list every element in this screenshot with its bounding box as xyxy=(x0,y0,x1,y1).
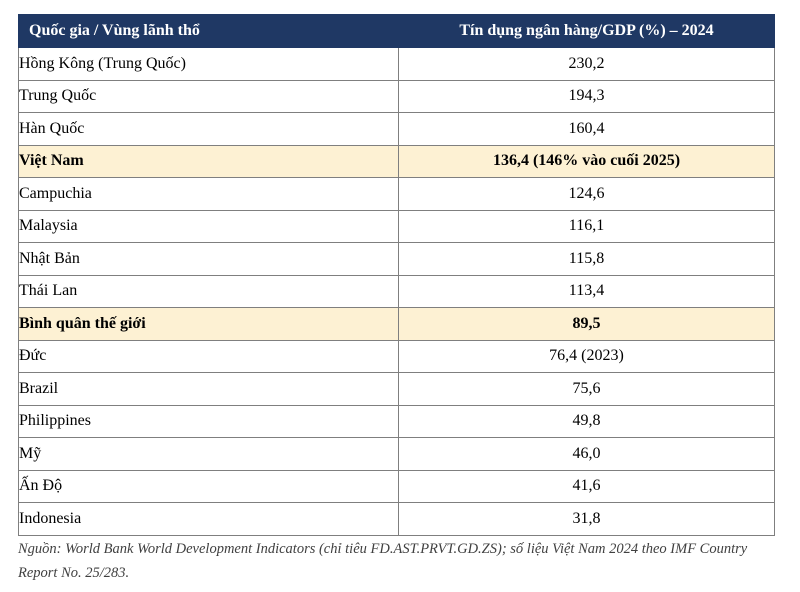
table-row: Mỹ 46,0 xyxy=(18,437,775,471)
table-row: Đức 76,4 (2023) xyxy=(18,339,775,373)
row-value: 49,8 xyxy=(398,404,775,438)
row-country: Brazil xyxy=(18,372,399,406)
row-country: Việt Nam xyxy=(18,144,399,178)
table-header-row: Quốc gia / Vùng lãnh thổ Tín dụng ngân h… xyxy=(18,14,775,48)
row-country: Philippines xyxy=(18,404,399,438)
row-value: 194,3 xyxy=(398,79,775,113)
row-value: 89,5 xyxy=(398,307,775,341)
table-header: Quốc gia / Vùng lãnh thổ Tín dụng ngân h… xyxy=(18,14,775,48)
table-row-highlighted: Việt Nam 136,4 (146% vào cuối 2025) xyxy=(18,144,775,178)
table-row: Nhật Bản 115,8 xyxy=(18,242,775,276)
table-row: Malaysia 116,1 xyxy=(18,209,775,243)
row-value: 113,4 xyxy=(398,274,775,308)
row-value: 160,4 xyxy=(398,112,775,146)
row-value: 41,6 xyxy=(398,469,775,503)
row-value: 116,1 xyxy=(398,209,775,243)
row-country: Hồng Kông (Trung Quốc) xyxy=(18,47,399,81)
row-country: Ấn Độ xyxy=(18,469,399,503)
row-value: 31,8 xyxy=(398,502,775,536)
row-value: 136,4 (146% vào cuối 2025) xyxy=(398,144,775,178)
row-country: Indonesia xyxy=(18,502,399,536)
row-value: 230,2 xyxy=(398,47,775,81)
credit-gdp-table: Quốc gia / Vùng lãnh thổ Tín dụng ngân h… xyxy=(18,14,775,536)
source-note: Nguồn: World Bank World Development Indi… xyxy=(18,541,748,581)
table-row: Thái Lan 113,4 xyxy=(18,274,775,308)
table-row: Campuchia 124,6 xyxy=(18,177,775,211)
table-row: Philippines 49,8 xyxy=(18,404,775,438)
table-row: Indonesia 31,8 xyxy=(18,502,775,536)
row-value: 124,6 xyxy=(398,177,775,211)
row-country: Thái Lan xyxy=(18,274,399,308)
table-row-highlighted: Bình quân thế giới 89,5 xyxy=(18,307,775,341)
row-country: Malaysia xyxy=(18,209,399,243)
row-country: Hàn Quốc xyxy=(18,112,399,146)
header-credit-gdp: Tín dụng ngân hàng/GDP (%) – 2024 xyxy=(398,14,775,48)
row-value: 46,0 xyxy=(398,437,775,471)
row-country: Nhật Bản xyxy=(18,242,399,276)
table-body: Hồng Kông (Trung Quốc) 230,2 Trung Quốc … xyxy=(18,47,775,536)
table-row: Trung Quốc 194,3 xyxy=(18,79,775,113)
credit-gdp-table-container: Quốc gia / Vùng lãnh thổ Tín dụng ngân h… xyxy=(18,14,775,536)
header-country: Quốc gia / Vùng lãnh thổ xyxy=(18,14,399,48)
row-country: Mỹ xyxy=(18,437,399,471)
table-row: Hồng Kông (Trung Quốc) 230,2 xyxy=(18,47,775,81)
row-country: Bình quân thế giới xyxy=(18,307,399,341)
table-row: Ấn Độ 41,6 xyxy=(18,469,775,503)
row-value: 76,4 (2023) xyxy=(398,339,775,373)
table-row: Hàn Quốc 160,4 xyxy=(18,112,775,146)
row-country: Trung Quốc xyxy=(18,79,399,113)
row-country: Đức xyxy=(18,339,399,373)
table-row: Brazil 75,6 xyxy=(18,372,775,406)
row-value: 115,8 xyxy=(398,242,775,276)
row-country: Campuchia xyxy=(18,177,399,211)
row-value: 75,6 xyxy=(398,372,775,406)
